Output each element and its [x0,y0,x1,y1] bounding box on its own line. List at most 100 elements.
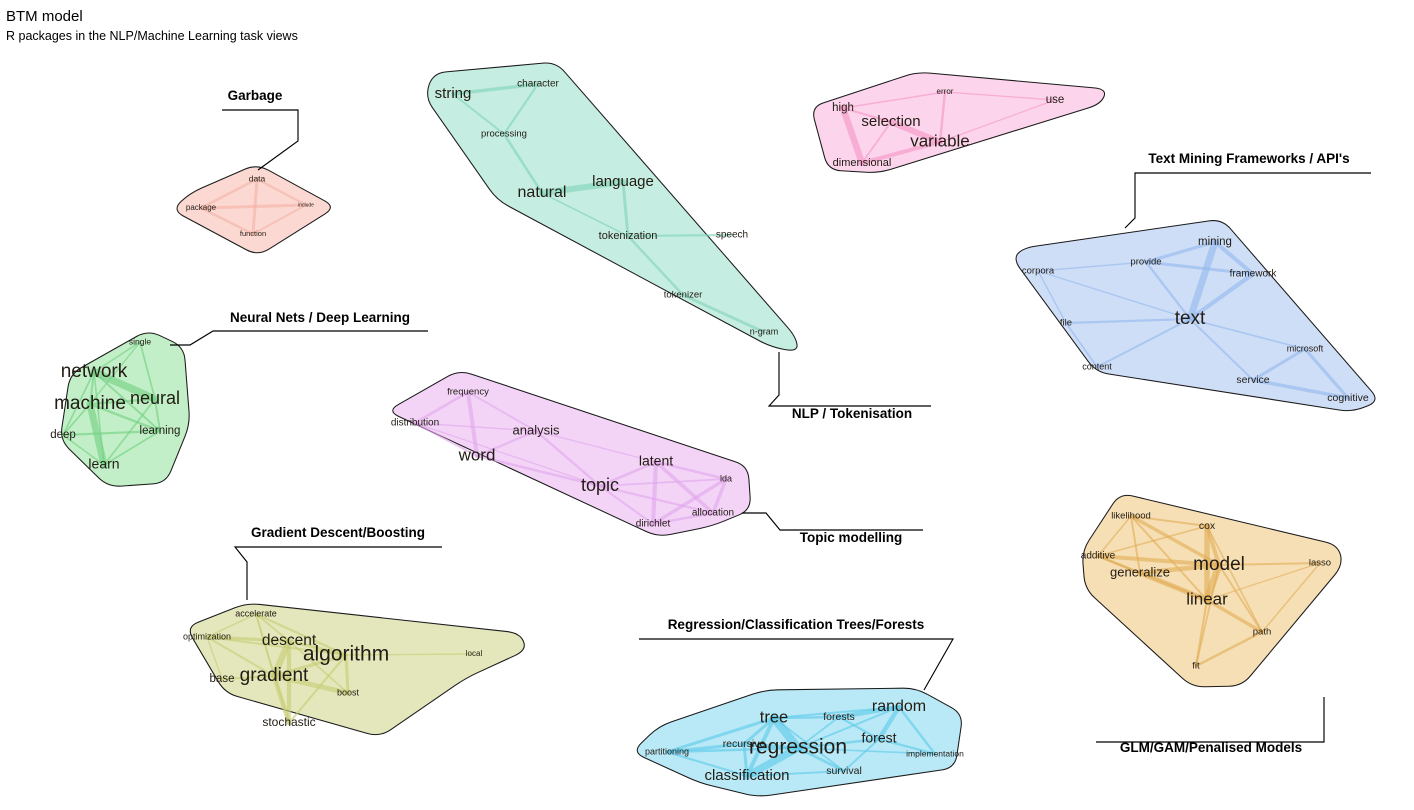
term-node-model: model [1193,554,1245,575]
cooccurrence-edge [1144,240,1217,264]
cooccurrence-edge [502,82,540,136]
term-node-likelihood: likelihood [1111,511,1151,522]
term-node-implementation: implementation [906,748,964,758]
term-node-learn: learn [88,456,119,472]
cooccurrence-edge [651,477,728,526]
cooccurrence-edge [467,391,537,432]
term-node-tokenizer: tokenizer [664,290,703,301]
cooccurrence-edge [62,371,95,436]
cluster-label-text-mining: Text Mining Frameworks / API's [1148,151,1349,166]
term-node-network: network [61,361,128,382]
cluster-label-garbage: Garbage [228,88,283,103]
cooccurrence-edge [206,636,347,656]
cooccurrence-edge [1130,515,1141,574]
cooccurrence-edge [1130,515,1208,527]
term-node-forest: forest [861,730,896,746]
cooccurrence-edge [414,422,601,487]
term-node-linear: linear [1186,589,1228,608]
cooccurrence-edge [270,637,293,680]
cooccurrence-edge [1206,562,1321,601]
cooccurrence-edge [654,460,715,515]
term-node-deep: deep [50,429,76,441]
node-layer: data package function include string characte… [50,79,1369,784]
cooccurrence-edge [205,635,291,643]
cooccurrence-edge [837,715,881,741]
term-node-processing: processing [481,129,527,140]
cooccurrence-edge [254,612,348,657]
cluster-label-layer: Garbage NLP / Tokenisation Text Mining Fra… [228,88,1350,755]
cooccurrence-edge [345,653,475,656]
leader-line-topic-modelling [742,512,923,531]
leader-line-trees-forests [639,638,954,691]
cooccurrence-edge [255,613,290,642]
term-node-dirichlet: dirichlet [636,519,671,530]
term-node-algorithm: algorithm [303,643,389,666]
term-node-microsoft: microsoft [1287,343,1324,353]
cooccurrence-edge [1251,347,1307,382]
cooccurrence-edge [742,716,776,746]
cooccurrence-edge [199,203,308,210]
cooccurrence-edge [88,397,157,406]
cooccurrence-edge [651,511,715,526]
cooccurrence-edge [89,341,141,405]
cooccurrence-edge [89,371,95,405]
cooccurrence-edge [1205,598,1264,634]
cooccurrence-edge [1097,525,1208,557]
cooccurrence-edge [861,121,892,164]
cooccurrence-edge [1189,318,1254,381]
cooccurrence-edge [199,206,255,236]
term-node-frequency: frequency [447,387,489,398]
term-node-dimensional: dimensional [833,157,892,169]
cooccurrence-edge [598,460,658,488]
cooccurrence-edge [88,402,162,433]
term-node-mining: mining [1198,236,1232,248]
cooccurrence-edge [598,484,715,515]
term-node-base: base [210,673,235,685]
cooccurrence-edge [452,93,505,135]
cooccurrence-edge [541,192,629,237]
cooccurrence-edge [1065,322,1098,368]
cooccurrence-edge [796,737,881,750]
cooccurrence-edge [743,744,802,780]
term-node-recursive: recursive [723,738,766,750]
cooccurrence-edge [62,403,91,436]
term-node-lasso: lasso [1309,558,1331,569]
cluster-label-neural-nets: Neural Nets / Deep Learning [230,310,410,325]
cooccurrence-edge [797,706,900,749]
term-node-fit: fit [1192,661,1200,672]
title-block: BTM model R packages in the NLP/Machine … [6,8,298,44]
cooccurrence-edge [650,459,659,527]
cooccurrence-edge [746,770,845,777]
cooccurrence-edge [1144,260,1255,276]
leader-line-gradient-descent [233,546,442,600]
term-node-allocation: allocation [692,508,734,519]
cooccurrence-edge [842,107,892,123]
cooccurrence-edge [62,434,105,466]
term-node-machine: machine [54,393,126,414]
term-node-survival: survival [826,765,862,777]
term-node-partitioning: partitioning [645,746,689,756]
cooccurrence-edge [451,82,540,96]
cooccurrence-edge [897,705,937,756]
cooccurrence-edge [742,742,800,750]
cooccurrence-edge [271,673,351,696]
cooccurrence-edge [413,390,470,425]
term-node-package: package [186,203,217,212]
cooccurrence-edge [93,341,141,373]
cooccurrence-edge [199,177,259,210]
term-node-natural: natural [518,184,567,201]
term-node-file: file [1060,318,1072,329]
cooccurrence-edge [90,368,159,403]
cooccurrence-edge [1187,271,1256,322]
cooccurrence-edge [626,234,685,297]
cooccurrence-edge [621,180,630,238]
term-node-stochastic: stochastic [262,715,315,729]
term-node-accelerate: accelerate [235,608,277,618]
cooccurrence-edge [502,132,544,195]
cooccurrence-edge [1096,318,1191,368]
term-node-word: word [458,445,496,464]
cooccurrence-edge [287,639,348,657]
term-node-gradient: gradient [240,665,309,686]
term-node-generalize: generalize [1110,564,1170,579]
page-subtitle: R packages in the NLP/Machine Learning t… [6,29,298,43]
